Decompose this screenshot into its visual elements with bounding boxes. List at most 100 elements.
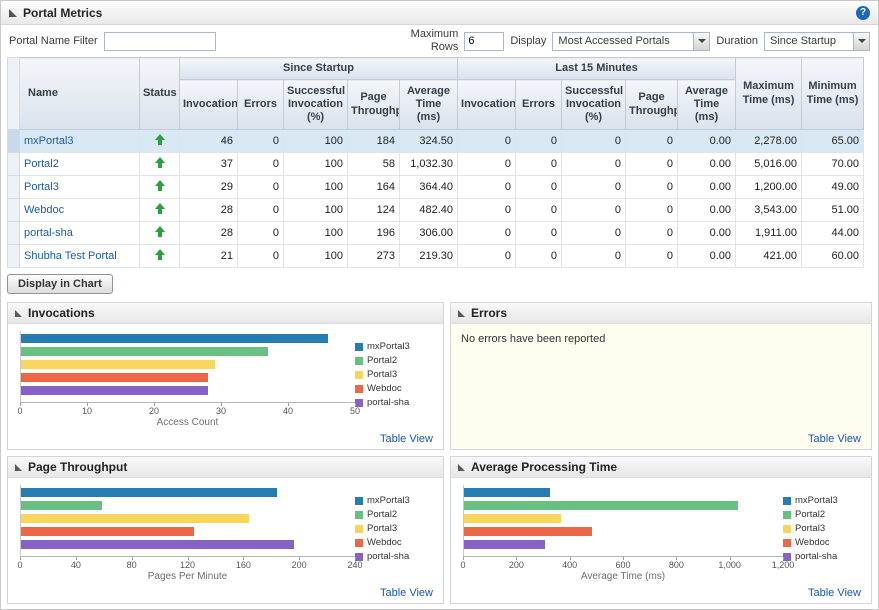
col-header-status[interactable]: Status [139, 57, 180, 130]
bar-Webdoc[interactable] [464, 527, 593, 536]
help-icon[interactable]: ? [856, 5, 870, 20]
invocations-table-view-link[interactable]: Table View [380, 433, 433, 445]
bar-Portal3[interactable] [21, 514, 250, 523]
metric-cell: 100 [283, 221, 348, 245]
legend-label: Webdoc [367, 383, 402, 394]
bar-portal-sha[interactable] [21, 386, 209, 395]
collapse-triangle-icon[interactable] [15, 463, 22, 471]
chevron-down-icon[interactable] [693, 32, 710, 50]
tick-mark [676, 557, 678, 560]
collapse-triangle-icon[interactable] [458, 463, 465, 471]
legend-item-mxPortal3[interactable]: mxPortal3 [783, 495, 869, 506]
col-header-ss-page-throughput[interactable]: Page Throughput [347, 79, 400, 130]
portal-link[interactable]: Webdoc [24, 204, 65, 216]
bar-Webdoc[interactable] [21, 373, 209, 382]
portal-link[interactable]: Portal2 [24, 158, 59, 170]
col-header-l15-errors[interactable]: Errors [515, 79, 563, 130]
maximum-rows-input[interactable] [464, 31, 505, 51]
metric-cell: 421.00 [735, 244, 803, 268]
bar-portal-sha[interactable] [464, 540, 546, 549]
status-up-icon [154, 225, 165, 238]
legend-item-mxPortal3[interactable]: mxPortal3 [355, 495, 441, 506]
average-processing-time-panel-header: Average Processing Time [451, 457, 871, 478]
legend-swatch-icon [783, 524, 791, 533]
legend-item-portal-sha[interactable]: portal-sha [355, 397, 441, 408]
portal-link[interactable]: mxPortal3 [24, 135, 74, 147]
metric-cell: 0 [457, 152, 517, 176]
legend-item-Portal3[interactable]: Portal3 [355, 369, 441, 380]
errors-table-view-link[interactable]: Table View [808, 433, 861, 445]
bar-Portal2[interactable] [21, 347, 269, 356]
table-row[interactable]: portal-sha 28 0 100 196 306.00 0 0 0 0 0.00 1,911.0… [7, 221, 865, 245]
collapse-triangle-icon[interactable] [9, 8, 17, 17]
legend-swatch-icon [355, 496, 363, 505]
portal-name-filter-input[interactable] [103, 31, 216, 51]
legend-label: Portal2 [795, 509, 826, 520]
bar-mxPortal3[interactable] [464, 488, 551, 497]
row-selector-cell[interactable] [7, 244, 20, 268]
bar-Portal2[interactable] [21, 501, 102, 510]
col-header-ss-average-time[interactable]: Average Time (ms) [398, 79, 459, 130]
legend-item-portal-sha[interactable]: portal-sha [355, 551, 441, 562]
col-header-l15-page-throughput[interactable]: Page Throughput [625, 79, 679, 130]
metric-cell: 0.00 [677, 129, 737, 153]
col-header-ss-errors[interactable]: Errors [237, 79, 284, 130]
legend-swatch-icon [783, 552, 791, 561]
metric-cell: 60.00 [801, 244, 865, 268]
legend-item-Portal3[interactable]: Portal3 [355, 523, 441, 534]
col-header-l15-successful[interactable]: Successful Invocation (%) [561, 79, 627, 130]
table-row[interactable]: Portal2 37 0 100 58 1,032.30 0 0 0 0 0.00 5,016.00 7… [7, 152, 865, 176]
collapse-triangle-icon[interactable] [15, 309, 22, 317]
legend-item-Portal2[interactable]: Portal2 [783, 509, 869, 520]
legend-item-Portal2[interactable]: Portal2 [355, 355, 441, 366]
col-header-l15-average-time[interactable]: Average Time (ms) [677, 79, 737, 130]
bar-Portal3[interactable] [464, 514, 561, 523]
legend-swatch-icon [355, 356, 363, 365]
legend-item-Portal2[interactable]: Portal2 [355, 509, 441, 520]
col-header-ss-successful[interactable]: Successful Invocation (%) [283, 79, 348, 130]
bar-Portal3[interactable] [21, 360, 215, 369]
legend-label: portal-sha [367, 397, 410, 408]
row-selector-cell[interactable] [7, 152, 20, 176]
bar-portal-sha[interactable] [21, 540, 294, 549]
legend-item-Webdoc[interactable]: Webdoc [783, 537, 869, 548]
col-header-l15-invocation[interactable]: Invocation [457, 79, 517, 130]
duration-select[interactable]: Since Startup [764, 31, 870, 51]
portal-link[interactable]: Shubha Test Portal [24, 250, 117, 262]
display-in-chart-button[interactable]: Display in Chart [7, 274, 113, 294]
display-select[interactable]: Most Accessed Portals [552, 31, 711, 51]
page-throughput-table-view-link[interactable]: Table View [380, 587, 433, 599]
status-cell [139, 175, 180, 199]
group-header-last-15-minutes: Last 15 Minutes [457, 57, 737, 80]
table-row[interactable]: Webdoc 28 0 100 124 482.40 0 0 0 0 0.00 3,543.00 51.… [7, 198, 865, 222]
row-selector-cell[interactable] [7, 175, 20, 199]
legend-item-mxPortal3[interactable]: mxPortal3 [355, 341, 441, 352]
legend-item-Webdoc[interactable]: Webdoc [355, 537, 441, 548]
table-row[interactable]: Shubha Test Portal 21 0 100 273 219.30 0 0 0 0 0.0… [7, 244, 865, 268]
legend-item-Portal3[interactable]: Portal3 [783, 523, 869, 534]
chevron-down-icon[interactable] [853, 32, 869, 50]
x-tick-label: 400 [562, 560, 578, 570]
row-selector-cell[interactable] [7, 198, 20, 222]
row-selector-cell[interactable] [7, 221, 20, 245]
col-header-minimum-time[interactable]: Minimum Time (ms) [801, 57, 865, 130]
bar-mxPortal3[interactable] [21, 488, 278, 497]
collapse-triangle-icon[interactable] [458, 309, 465, 317]
col-header-name[interactable]: Name [19, 57, 140, 130]
table-row[interactable]: mxPortal3 46 0 100 184 324.50 0 0 0 0 0.00 2,278.00… [7, 129, 865, 153]
legend-item-portal-sha[interactable]: portal-sha [783, 551, 869, 562]
table-row[interactable]: Portal3 29 0 100 164 364.40 0 0 0 0 0.00 1,200.00 49… [7, 175, 865, 199]
portal-link[interactable]: portal-sha [24, 227, 73, 239]
portal-link[interactable]: Portal3 [24, 181, 59, 193]
metric-cell: 324.50 [398, 129, 459, 153]
row-selector-cell[interactable] [7, 129, 20, 153]
col-header-ss-invocation[interactable]: Invocation [179, 79, 238, 130]
bar-Webdoc[interactable] [21, 527, 194, 536]
bar-Portal2[interactable] [464, 501, 739, 510]
legend-item-Webdoc[interactable]: Webdoc [355, 383, 441, 394]
col-header-maximum-time[interactable]: Maximum Time (ms) [735, 57, 803, 130]
average-processing-time-table-view-link[interactable]: Table View [808, 587, 861, 599]
legend-label: mxPortal3 [367, 495, 410, 506]
x-tick-label: 50 [349, 406, 361, 416]
bar-mxPortal3[interactable] [21, 334, 329, 343]
